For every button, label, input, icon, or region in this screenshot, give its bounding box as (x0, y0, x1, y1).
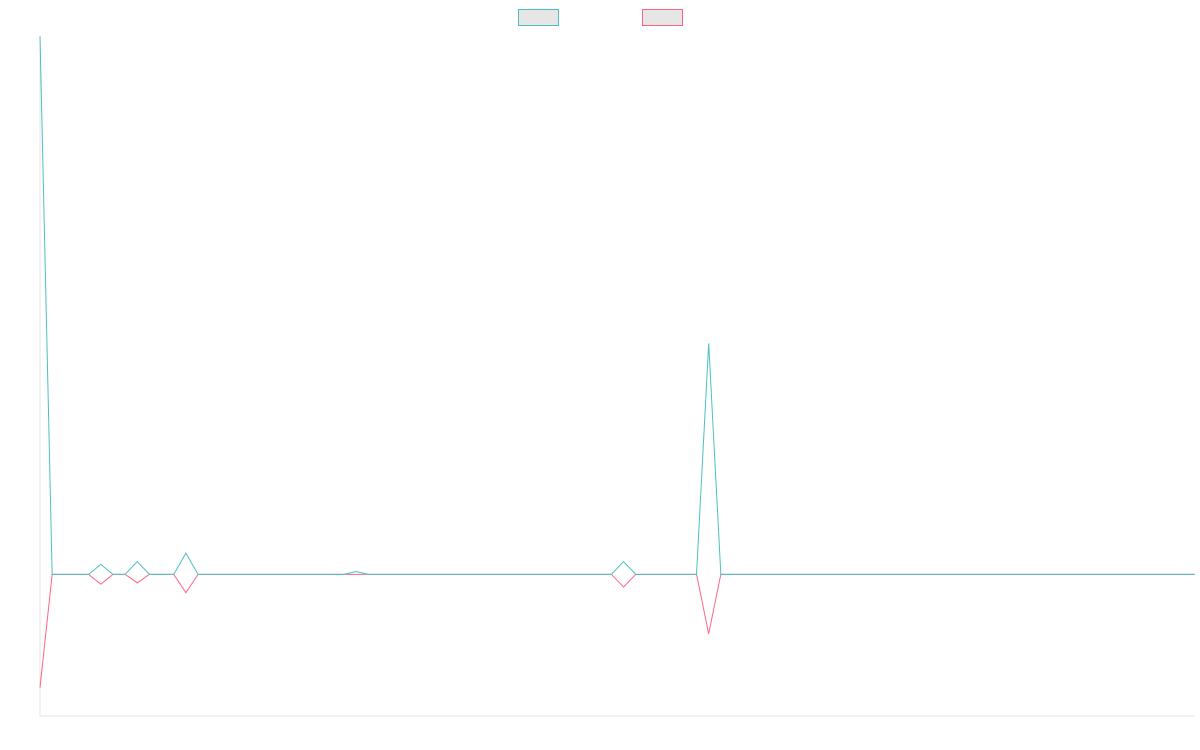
plot-area (39, 35, 1195, 717)
legend[interactable] (518, 9, 683, 26)
legend-swatch-1 (518, 9, 559, 26)
legend-item-2[interactable] (642, 9, 683, 26)
series-line-2[interactable] (39, 573, 1195, 688)
legend-item-1[interactable] (518, 9, 559, 26)
series-line-1[interactable] (39, 35, 1195, 575)
legend-swatch-2 (642, 9, 683, 26)
